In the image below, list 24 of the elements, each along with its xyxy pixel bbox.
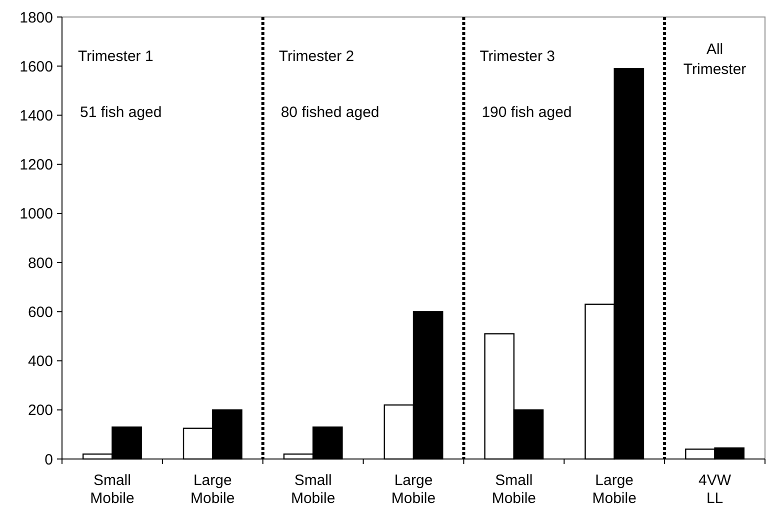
x-tick-label: Small Mobile (290, 472, 336, 507)
x-tick-label: Large Mobile (391, 472, 436, 507)
annotation: All Trimester (683, 41, 746, 78)
annotation: Trimester 1 (78, 48, 154, 65)
annotation: 190 fish aged (482, 104, 572, 121)
y-tick-label: 0 (44, 451, 53, 468)
x-tick-label: Small Mobile (90, 472, 134, 507)
annotation: Trimester 2 (278, 48, 354, 65)
y-tick-label: 600 (28, 304, 53, 321)
y-tick-label: 1800 (20, 9, 53, 26)
y-tick-label: 1000 (20, 206, 53, 223)
y-tick-label: 200 (28, 402, 53, 420)
y-tick-label: 1400 (20, 107, 53, 124)
annotation: 80 fished aged (280, 104, 380, 121)
x-tick-label: Small Mobile (492, 472, 536, 507)
x-tick-label: Large Mobile (190, 472, 235, 507)
x-tick-label: 4VW LL (698, 472, 732, 507)
y-tick-label: 1200 (20, 156, 53, 174)
y-tick-label: 1600 (20, 58, 53, 76)
y-tick-label: 400 (28, 353, 53, 370)
y-tick-label: 800 (28, 254, 53, 272)
annotation: Trimester 3 (480, 48, 556, 65)
annotation: 51 fish aged (80, 104, 162, 121)
x-tick-label: Large Mobile (592, 472, 636, 507)
